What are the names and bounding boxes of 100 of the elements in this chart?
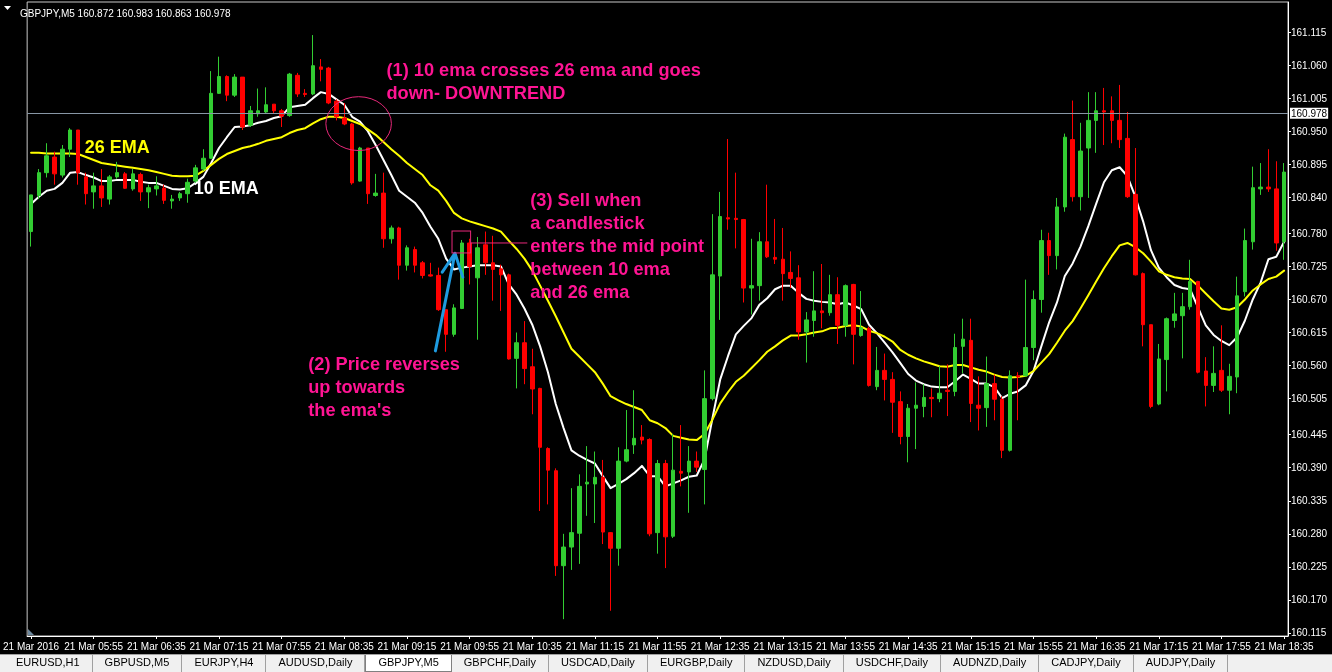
- x-tick-label: 21 Mar 11:55: [628, 640, 688, 652]
- candlestick: [272, 103, 276, 115]
- candlestick: [522, 320, 527, 385]
- x-tick-label: 21 Mar 07:15: [189, 640, 249, 652]
- candlestick: [608, 531, 613, 612]
- candlestick: [585, 445, 589, 517]
- candlestick: [616, 446, 621, 567]
- candlestick: [640, 424, 644, 445]
- annotation: (1) 10 ema crosses 26 ema and goes down- DOWNTREND: [386, 58, 701, 105]
- candlestick: [1086, 91, 1091, 199]
- candlestick: [1266, 148, 1271, 193]
- candlestick: [867, 326, 871, 388]
- candlestick: [1094, 91, 1098, 154]
- candlestick: [350, 122, 354, 186]
- candlestick: [91, 172, 96, 210]
- x-tick-label: 21 Mar 05:55: [64, 640, 124, 652]
- candlestick: [483, 231, 488, 276]
- candlestick: [405, 244, 409, 272]
- candlestick: [710, 213, 715, 401]
- candlestick: [178, 191, 182, 202]
- candlestick: [984, 356, 989, 428]
- candlestick: [491, 235, 495, 302]
- x-tick-label: 21 Mar 17:15: [1129, 640, 1189, 652]
- candlestick: [201, 148, 206, 172]
- candlestick: [1149, 324, 1153, 409]
- y-tick-label: 160.505: [1291, 393, 1328, 405]
- tab: EURJPY,H4: [182, 655, 267, 672]
- candlestick: [561, 533, 566, 620]
- x-tick-label: 21 Mar 06:35: [126, 640, 187, 652]
- candlestick: [1258, 162, 1263, 196]
- candlestick: [232, 73, 237, 98]
- candlestick: [420, 260, 425, 279]
- candlestick: [687, 445, 691, 514]
- candlestick: [702, 369, 707, 505]
- candlestick: [99, 168, 104, 208]
- candlestick: [138, 172, 143, 202]
- candlestick: [514, 332, 519, 389]
- candlestick: [452, 303, 456, 338]
- candlestick: [37, 168, 41, 200]
- candlestick: [264, 86, 268, 114]
- candlestick: [851, 283, 856, 365]
- candlestick: [131, 168, 135, 192]
- candlestick: [882, 353, 887, 401]
- candlestick: [240, 76, 245, 131]
- candlestick: [295, 72, 300, 98]
- candlestick: [1047, 232, 1051, 276]
- candlestick: [1063, 133, 1067, 213]
- candlestick: [303, 88, 307, 98]
- tab: GBPCHF,Daily: [451, 655, 549, 672]
- candlestick: [1102, 87, 1106, 146]
- candlestick: [953, 333, 957, 397]
- candlestick: [1078, 122, 1083, 212]
- x-tick-label: 21 Mar 2016: [2, 640, 60, 652]
- tab: EURGBP,Daily: [647, 655, 746, 672]
- candlestick: [1055, 197, 1059, 270]
- x-tick-label: 21 Mar 09:55: [440, 640, 500, 652]
- candlestick: [898, 390, 903, 445]
- candlestick: [475, 236, 480, 341]
- candlestick: [413, 246, 417, 273]
- candlestick: [319, 58, 323, 82]
- candlestick: [796, 264, 801, 341]
- x-tick-label: 21 Mar 08:35: [314, 640, 375, 652]
- candlestick: [992, 374, 997, 421]
- candlestick: [835, 276, 840, 345]
- candlestick: [209, 70, 213, 160]
- candlestick: [1219, 324, 1224, 393]
- candlestick: [1031, 289, 1036, 361]
- candlestick: [358, 146, 362, 183]
- candlestick: [287, 72, 292, 118]
- ref-line-label: 160.978: [1291, 107, 1328, 119]
- x-tick-label: 21 Mar 07:55: [252, 640, 312, 652]
- y-tick-label: 160.335: [1291, 495, 1328, 507]
- candlestick: [1000, 395, 1004, 459]
- candlestick: [624, 409, 629, 463]
- candlestick: [914, 381, 918, 450]
- x-tick-label: 21 Mar 15:55: [1004, 640, 1064, 652]
- candlestick: [757, 231, 762, 302]
- candlestick: [788, 250, 793, 289]
- tab: GBPUSD,M5: [92, 655, 183, 672]
- candlestick: [162, 184, 166, 205]
- candlestick: [655, 459, 660, 555]
- tab: AUDJPY,Daily: [1133, 655, 1229, 672]
- annotation: (2) Price reverses up towards the ema's: [308, 352, 460, 422]
- y-tick-label: 160.170: [1291, 594, 1328, 606]
- candlestick: [773, 218, 777, 265]
- candlestick: [976, 375, 981, 431]
- candlestick: [1133, 147, 1138, 276]
- candlestick: [1235, 276, 1239, 394]
- candlestick: [1039, 229, 1044, 314]
- x-tick-label: 21 Mar 13:15: [753, 640, 813, 652]
- candlestick: [843, 283, 848, 338]
- candlestick: [1274, 160, 1279, 252]
- candlestick: [1016, 371, 1020, 421]
- candlestick: [217, 56, 221, 95]
- candlestick: [342, 102, 347, 126]
- x-tick-label: 21 Mar 12:35: [690, 640, 751, 652]
- series-label: 10 EMA: [193, 178, 259, 199]
- y-tick-label: 160.280: [1291, 528, 1328, 540]
- candlestick: [929, 387, 934, 418]
- y-tick-label: 160.225: [1291, 561, 1328, 573]
